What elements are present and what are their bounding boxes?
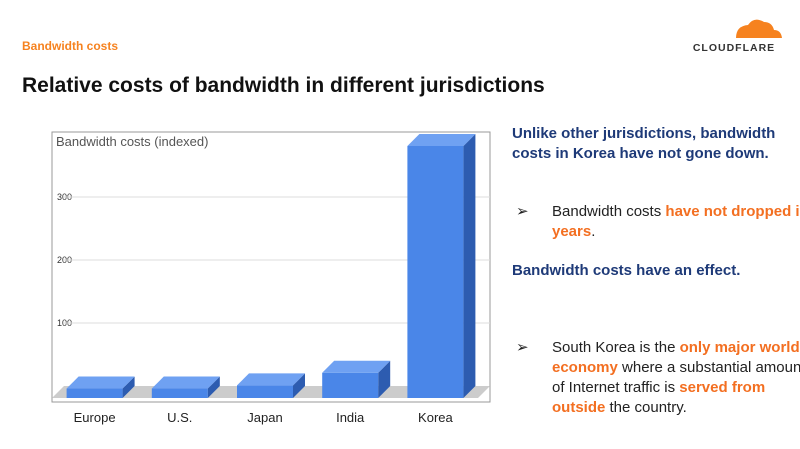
bar-side xyxy=(207,376,220,398)
bar xyxy=(322,372,379,398)
x-tick-label: Japan xyxy=(247,410,282,425)
bar-top xyxy=(151,376,220,389)
note-bullet: Bandwidth costs have not dropped in 6 ye… xyxy=(512,202,800,242)
bar xyxy=(66,388,123,398)
note-text: Bandwidth costs xyxy=(552,203,666,220)
x-tick-label: India xyxy=(336,410,365,425)
logo-cloud xyxy=(736,19,782,38)
note-heading: Bandwidth costs have an effect. xyxy=(512,261,782,281)
y-axis-label: Bandwidth costs (indexed) xyxy=(56,134,208,149)
note-heading: Unlike other jurisdictions, bandwidth co… xyxy=(512,124,782,164)
note-text: Bandwidth costs have an effect. xyxy=(512,262,741,279)
note-text: Unlike other jurisdictions, bandwidth co… xyxy=(512,125,776,162)
bar-top xyxy=(322,360,391,373)
note-highlight: only major world economy xyxy=(552,339,800,376)
bar-top xyxy=(66,376,135,389)
logo-text: CLOUDFLARE xyxy=(693,42,775,54)
note-text: the country. xyxy=(605,399,687,416)
note-text: South Korea is the xyxy=(552,339,680,356)
x-tick-label: Europe xyxy=(74,410,116,425)
note-highlight: served from outside xyxy=(552,379,766,416)
bar-side xyxy=(122,376,135,398)
bar xyxy=(237,385,293,398)
x-tick-label: U.S. xyxy=(167,410,192,425)
note-text: . xyxy=(591,223,596,240)
bar xyxy=(407,146,464,398)
note-text: where a substantial amount of Internet t… xyxy=(552,359,800,396)
note-highlight: have not dropped in 6 years xyxy=(552,203,800,240)
bar-top xyxy=(237,373,305,386)
chart: Bandwidth costs (indexed) 100200300Europ… xyxy=(51,131,491,425)
logo: CLOUDFLARE xyxy=(693,19,782,54)
bar-side xyxy=(378,360,391,398)
bar xyxy=(151,388,208,398)
x-tick-label: Korea xyxy=(418,410,453,425)
slide-title: Relative costs of bandwidth in different… xyxy=(22,74,545,97)
bar-side xyxy=(293,373,305,398)
note-bullet: South Korea is the only major world econ… xyxy=(512,338,800,418)
bar-top xyxy=(407,134,476,146)
bar-side xyxy=(463,134,476,398)
section-label: Bandwidth costs xyxy=(22,39,119,53)
